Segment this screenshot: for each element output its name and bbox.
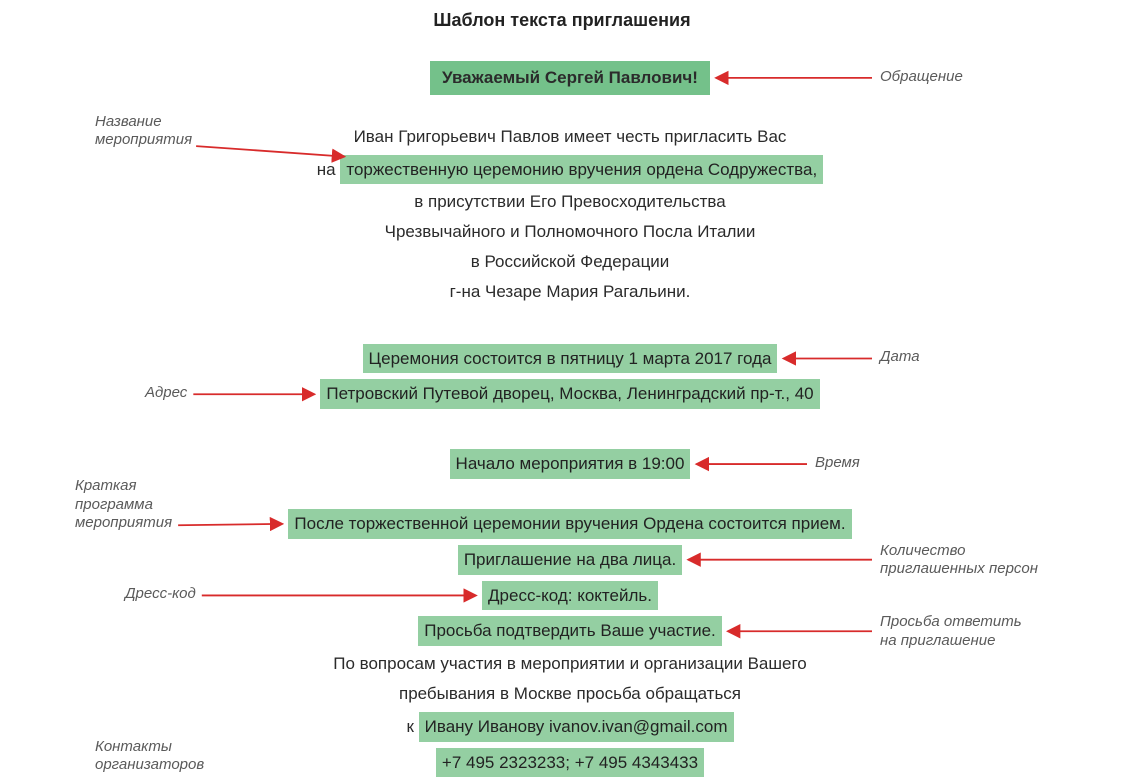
annot-time: Время <box>815 454 860 473</box>
contact-intro-1: По вопросам участия в мероприятии и орга… <box>260 652 880 676</box>
dresscode-line: Дресс-код: коктейль. <box>260 581 880 611</box>
annot-program: Краткаяпрограммамероприятия <box>75 477 172 533</box>
annot-salutation: Обращение <box>880 68 963 87</box>
event-prefix: на <box>317 160 341 179</box>
dresscode-highlight: Дресс-код: коктейль. <box>482 581 658 611</box>
program-line: После торжественной церемонии вручения О… <box>260 509 880 539</box>
host-line: Иван Григорьевич Павлов имеет честь приг… <box>260 125 880 149</box>
date-highlight: Церемония состоится в пятницу 1 марта 20… <box>363 344 778 374</box>
annot-dresscode: Дресс-код <box>125 585 196 604</box>
rsvp-line: Просьба подтвердить Ваше участие. <box>260 616 880 646</box>
event-line: на торжественную церемонию вручения орде… <box>260 155 880 185</box>
phones-line: +7 495 2323233; +7 495 4343433 <box>260 748 880 778</box>
annot-persons: Количествоприглашенных персон <box>880 542 1038 580</box>
annot-date: Дата <box>880 348 920 367</box>
date-line: Церемония состоится в пятницу 1 марта 20… <box>260 344 880 374</box>
contact-name-prefix: к <box>406 717 418 736</box>
page-title: Шаблон текста приглашения <box>0 10 1124 31</box>
persons-line: Приглашение на два лица. <box>260 545 880 575</box>
program-highlight: После торжественной церемонии вручения О… <box>288 509 851 539</box>
annot-rsvp: Просьба ответитьна приглашение <box>880 613 1022 651</box>
annot-address: Адрес <box>145 384 187 403</box>
presence-line-2: Чрезвычайного и Полномочного Посла Итали… <box>260 220 880 244</box>
address-line: Петровский Путевой дворец, Москва, Ленин… <box>260 379 880 409</box>
annot-contacts: Контактыорганизаторов <box>95 738 204 776</box>
event-name-highlight: торжественную церемонию вручения ордена … <box>340 155 823 185</box>
time-line: Начало мероприятия в 19:00 <box>260 449 880 479</box>
contact-intro-2: пребывания в Москве просьба обращаться <box>260 682 880 706</box>
presence-line-3: в Российской Федерации <box>260 250 880 274</box>
phones-highlight: +7 495 2323233; +7 495 4343433 <box>436 748 704 778</box>
invitation-body: Уважаемый Сергей Павлович! Иван Григорье… <box>260 55 880 783</box>
presence-line-1: в присутствии Его Превосходительства <box>260 190 880 214</box>
contact-name-line: к Ивану Иванову ivanov.ivan@gmail.com <box>260 712 880 742</box>
salutation-highlight: Уважаемый Сергей Павлович! <box>430 61 710 95</box>
salutation-line: Уважаемый Сергей Павлович! <box>260 61 880 95</box>
rsvp-highlight: Просьба подтвердить Ваше участие. <box>418 616 722 646</box>
invitation-template-diagram: Шаблон текста приглашения Уважаемый Серг… <box>0 0 1124 751</box>
persons-highlight: Приглашение на два лица. <box>458 545 682 575</box>
contact-name-highlight: Ивану Иванову ivanov.ivan@gmail.com <box>419 712 734 742</box>
time-highlight: Начало мероприятия в 19:00 <box>450 449 691 479</box>
presence-line-4: г-на Чезаре Мария Рагальини. <box>260 280 880 304</box>
address-highlight: Петровский Путевой дворец, Москва, Ленин… <box>320 379 819 409</box>
annot-event: Названиемероприятия <box>95 113 192 151</box>
